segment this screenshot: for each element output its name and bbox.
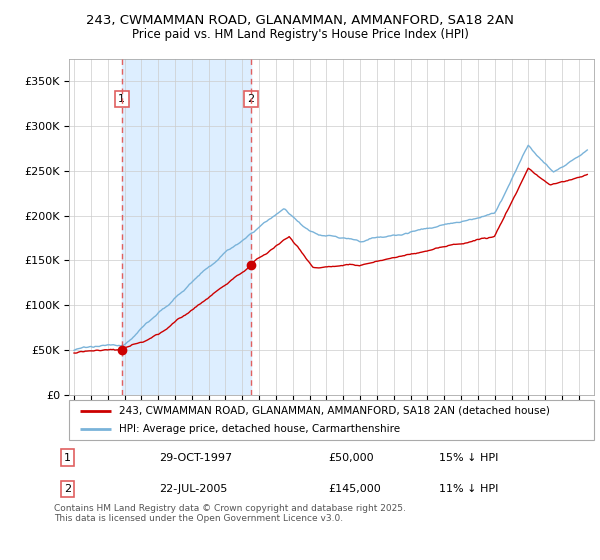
Text: 2: 2 xyxy=(247,94,254,104)
Text: 29-OCT-1997: 29-OCT-1997 xyxy=(160,452,233,463)
Text: £145,000: £145,000 xyxy=(329,484,382,494)
Text: HPI: Average price, detached house, Carmarthenshire: HPI: Average price, detached house, Carm… xyxy=(119,424,400,434)
Text: 243, CWMAMMAN ROAD, GLANAMMAN, AMMANFORD, SA18 2AN: 243, CWMAMMAN ROAD, GLANAMMAN, AMMANFORD… xyxy=(86,14,514,27)
Text: 15% ↓ HPI: 15% ↓ HPI xyxy=(439,452,499,463)
Text: 22-JUL-2005: 22-JUL-2005 xyxy=(160,484,228,494)
Text: 243, CWMAMMAN ROAD, GLANAMMAN, AMMANFORD, SA18 2AN (detached house): 243, CWMAMMAN ROAD, GLANAMMAN, AMMANFORD… xyxy=(119,406,550,416)
Text: 11% ↓ HPI: 11% ↓ HPI xyxy=(439,484,499,494)
Text: Price paid vs. HM Land Registry's House Price Index (HPI): Price paid vs. HM Land Registry's House … xyxy=(131,28,469,41)
Text: 2: 2 xyxy=(64,484,71,494)
Text: £50,000: £50,000 xyxy=(329,452,374,463)
Text: 1: 1 xyxy=(64,452,71,463)
Text: Contains HM Land Registry data © Crown copyright and database right 2025.
This d: Contains HM Land Registry data © Crown c… xyxy=(54,504,406,524)
Text: 1: 1 xyxy=(118,94,125,104)
Bar xyxy=(122,59,251,395)
FancyBboxPatch shape xyxy=(69,400,594,440)
